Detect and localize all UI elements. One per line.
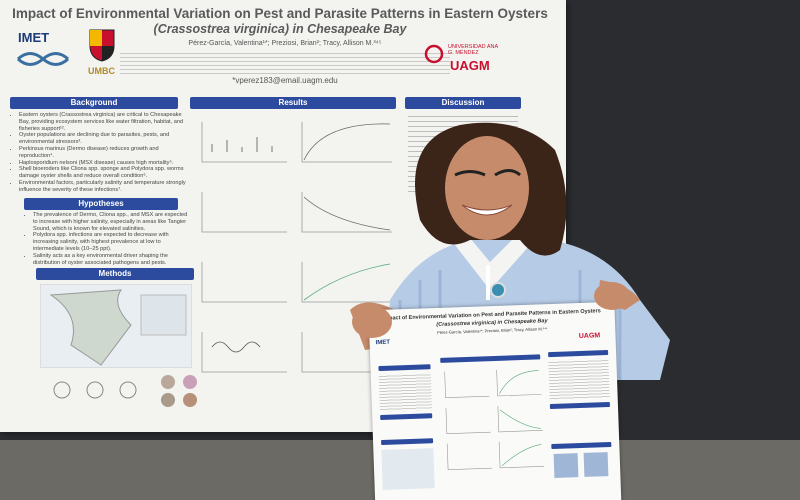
poster-title: Impact of Environmental Variation on Pes… [12,6,548,21]
methods-diagram [53,375,197,407]
held-poster: Impact of Environmental Variation on Pes… [368,301,622,500]
affiliations [120,50,450,74]
poster-subtitle: (Crassostrea virginica) in Chesapeake Ba… [153,22,407,36]
logo-umbc: UMBC [88,66,115,76]
bullet: Shell bioeroders like Cliona spp. sponge… [19,166,187,180]
bullet: Perkinsus marinus (Dermo disease) reduce… [19,146,187,160]
logo-university: UNIVERSIDAD ANA G. MÉNDEZ [448,44,498,56]
map-figure [40,284,192,368]
bullet: Haplosporidium nelsoni (MSX disease) cau… [19,160,187,167]
logo-uagm: UAGM [450,58,490,73]
authors: Pérez-García, Valentina¹*; Preziosi, Bri… [188,40,382,47]
section-heading: Discussion [405,97,521,109]
section-heading: Results [190,97,396,109]
imet-emblem [16,52,70,66]
bullet: Environmental factors, particularly sali… [19,180,187,194]
bullet: Eastern oysters (Crassostrea virginica) … [19,112,187,132]
section-heading: Hypotheses [24,198,178,210]
bullet-list: Eastern oysters (Crassostrea virginica) … [10,112,187,194]
section-heading: Methods [36,268,194,280]
bullet: The prevalence of Dermo, Cliona spp., an… [33,212,189,232]
results-figures [201,122,392,373]
bullet: Polydora spp. infections are expected to… [33,232,189,252]
bullet: Salinity acts as a key environmental dri… [33,253,189,267]
logo-imet: IMET [18,30,50,45]
email: *vperez183@email.uagm.edu [232,76,338,85]
uagm-emblem [424,44,444,64]
umbc-shield [89,29,115,62]
section-heading: Background [10,97,178,109]
held-figures [444,369,545,470]
bullet: Oyster populations are declining due to … [19,132,187,146]
bullet-list: The prevalence of Dermo, Cliona spp., an… [24,212,189,266]
